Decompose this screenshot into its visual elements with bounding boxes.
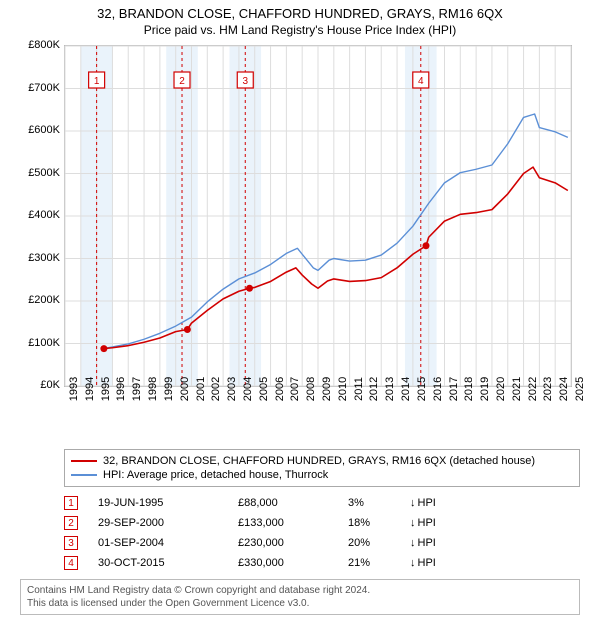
y-tick-label: £400K <box>28 209 60 221</box>
x-tick-label: 2015 <box>416 377 428 401</box>
svg-text:4: 4 <box>418 76 424 87</box>
y-tick-label: £0K <box>40 379 60 391</box>
x-tick-label: 2020 <box>495 377 507 401</box>
legend-label: HPI: Average price, detached house, Thur… <box>103 469 328 481</box>
transaction-vs: HPI <box>418 517 436 529</box>
x-tick-label: 2012 <box>368 377 380 401</box>
transaction-pct: 21% <box>348 557 408 569</box>
x-tick-label: 2025 <box>574 377 586 401</box>
x-tick-label: 1995 <box>100 377 112 401</box>
y-tick-label: £500K <box>28 167 60 179</box>
transaction-vs: HPI <box>418 537 436 549</box>
x-tick-label: 2007 <box>289 377 301 401</box>
x-tick-label: 2017 <box>448 377 460 401</box>
chart-svg: 1 2 3 4 <box>65 46 571 386</box>
x-tick-label: 2004 <box>242 377 254 401</box>
y-tick-label: £600K <box>28 124 60 136</box>
x-tick-label: 2008 <box>305 377 317 401</box>
transaction-pct: 20% <box>348 537 408 549</box>
transaction-price: £330,000 <box>238 557 348 569</box>
x-tick-label: 1997 <box>131 377 143 401</box>
x-tick-label: 2003 <box>226 377 238 401</box>
transaction-price: £88,000 <box>238 497 348 509</box>
chart-subtitle: Price paid vs. HM Land Registry's House … <box>0 23 600 37</box>
down-arrow-icon: ↓ <box>410 517 416 529</box>
transaction-pct: 3% <box>348 497 408 509</box>
transaction-row: 4 30-OCT-2015£330,00021%↓HPI <box>64 553 580 573</box>
x-tick-label: 2024 <box>558 377 570 401</box>
x-tick-label: 2013 <box>384 377 396 401</box>
transaction-row: 2 29-SEP-2000£133,00018%↓HPI <box>64 513 580 533</box>
transaction-marker: 4 <box>64 556 78 570</box>
x-tick-label: 2016 <box>432 377 444 401</box>
x-tick-label: 2001 <box>195 377 207 401</box>
footer-line1: Contains HM Land Registry data © Crown c… <box>27 584 573 597</box>
legend: 32, BRANDON CLOSE, CHAFFORD HUNDRED, GRA… <box>64 449 580 487</box>
svg-text:2: 2 <box>179 76 185 87</box>
transaction-date: 19-JUN-1995 <box>98 497 238 509</box>
legend-item: 32, BRANDON CLOSE, CHAFFORD HUNDRED, GRA… <box>71 454 573 468</box>
x-tick-label: 1993 <box>68 377 80 401</box>
chart-area: 1 2 3 4 £0K £100K £200K £300K £400K £500K £600K £7… <box>20 45 580 445</box>
y-tick-label: £100K <box>28 337 60 349</box>
x-tick-label: 2021 <box>511 377 523 401</box>
svg-text:1: 1 <box>94 76 100 87</box>
down-arrow-icon: ↓ <box>410 557 416 569</box>
x-tick-label: 2006 <box>274 377 286 401</box>
down-arrow-icon: ↓ <box>410 537 416 549</box>
down-arrow-icon: ↓ <box>410 497 416 509</box>
x-tick-label: 2022 <box>527 377 539 401</box>
transaction-price: £230,000 <box>238 537 348 549</box>
x-tick-label: 1994 <box>84 377 96 401</box>
x-tick-label: 2009 <box>321 377 333 401</box>
x-tick-label: 2023 <box>542 377 554 401</box>
legend-swatch <box>71 460 97 462</box>
transaction-vs: HPI <box>418 557 436 569</box>
transaction-row: 3 01-SEP-2004£230,00020%↓HPI <box>64 533 580 553</box>
svg-text:3: 3 <box>242 76 248 87</box>
x-tick-label: 2019 <box>479 377 491 401</box>
transaction-pct: 18% <box>348 517 408 529</box>
transaction-date: 01-SEP-2004 <box>98 537 238 549</box>
chart-title: 32, BRANDON CLOSE, CHAFFORD HUNDRED, GRA… <box>0 6 600 21</box>
x-tick-label: 2005 <box>258 377 270 401</box>
transaction-marker: 1 <box>64 496 78 510</box>
y-tick-label: £700K <box>28 82 60 94</box>
y-tick-label: £800K <box>28 39 60 51</box>
x-tick-label: 1999 <box>163 377 175 401</box>
x-tick-label: 2018 <box>463 377 475 401</box>
x-tick-label: 2000 <box>179 377 191 401</box>
x-tick-label: 2002 <box>210 377 222 401</box>
plot-area: 1 2 3 4 <box>64 45 572 387</box>
x-tick-label: 2014 <box>400 377 412 401</box>
footer-line2: This data is licensed under the Open Gov… <box>27 597 573 610</box>
footer-attribution: Contains HM Land Registry data © Crown c… <box>20 579 580 615</box>
legend-item: HPI: Average price, detached house, Thur… <box>71 468 573 482</box>
x-tick-label: 1998 <box>147 377 159 401</box>
transaction-marker: 3 <box>64 536 78 550</box>
transaction-row: 1 19-JUN-1995£88,0003%↓HPI <box>64 493 580 513</box>
legend-swatch <box>71 474 97 476</box>
transaction-marker: 2 <box>64 516 78 530</box>
transaction-price: £133,000 <box>238 517 348 529</box>
transactions-table: 119-JUN-1995£88,0003%↓HPI229-SEP-2000£13… <box>64 493 580 573</box>
transaction-date: 30-OCT-2015 <box>98 557 238 569</box>
y-tick-label: £300K <box>28 252 60 264</box>
x-tick-label: 2010 <box>337 377 349 401</box>
legend-label: 32, BRANDON CLOSE, CHAFFORD HUNDRED, GRA… <box>103 455 535 467</box>
y-tick-label: £200K <box>28 294 60 306</box>
x-tick-label: 1996 <box>115 377 127 401</box>
transaction-vs: HPI <box>418 497 436 509</box>
transaction-date: 29-SEP-2000 <box>98 517 238 529</box>
x-tick-label: 2011 <box>353 377 365 401</box>
